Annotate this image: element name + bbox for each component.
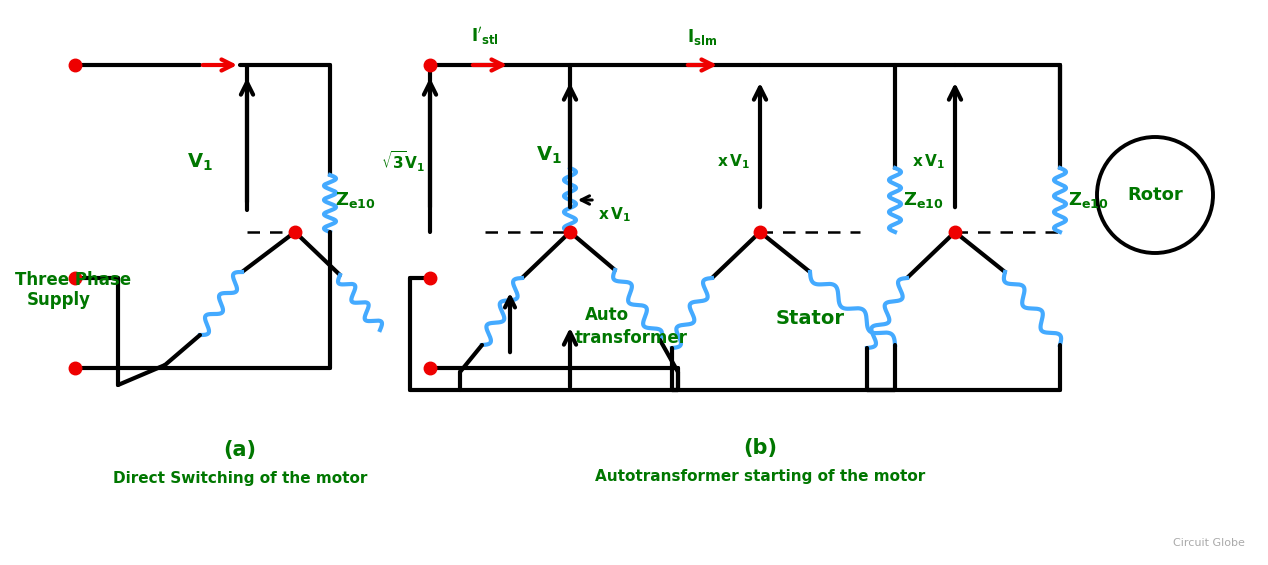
Text: $\mathbf{x\,V_1}$: $\mathbf{x\,V_1}$ <box>912 153 945 171</box>
Text: $\mathbf{Z_{e10}}$: $\mathbf{Z_{e10}}$ <box>1068 190 1108 210</box>
Text: (a): (a) <box>223 440 256 460</box>
Text: $\mathbf{V_1}$: $\mathbf{V_1}$ <box>536 144 562 166</box>
Text: $\mathbf{Z_{e10}}$: $\mathbf{Z_{e10}}$ <box>903 190 943 210</box>
Text: $\mathbf{I'_{stl}}$: $\mathbf{I'_{stl}}$ <box>472 25 498 47</box>
Text: (b): (b) <box>743 438 777 458</box>
Text: Three Phase: Three Phase <box>15 271 131 289</box>
Text: Supply: Supply <box>27 291 91 309</box>
Text: Direct Switching of the motor: Direct Switching of the motor <box>113 471 368 485</box>
Text: Stator: Stator <box>776 308 844 328</box>
Text: Circuit Globe: Circuit Globe <box>1173 538 1245 548</box>
Text: $\mathbf{I_{slm}}$: $\mathbf{I_{slm}}$ <box>687 27 718 47</box>
Text: Autotransformer starting of the motor: Autotransformer starting of the motor <box>595 468 926 484</box>
Text: $\mathbf{x\,V_1}$: $\mathbf{x\,V_1}$ <box>598 205 631 224</box>
Text: $\mathbf{\sqrt{3}V_1}$: $\mathbf{\sqrt{3}V_1}$ <box>380 150 425 175</box>
Text: Rotor: Rotor <box>1127 186 1183 204</box>
Text: $\mathbf{Z_{e10}}$: $\mathbf{Z_{e10}}$ <box>335 190 375 210</box>
Text: transformer: transformer <box>574 329 689 347</box>
Text: $\mathbf{V_1}$: $\mathbf{V_1}$ <box>186 151 213 173</box>
Text: Auto: Auto <box>585 306 629 324</box>
Text: $\mathbf{x\,V_1}$: $\mathbf{x\,V_1}$ <box>718 153 749 171</box>
